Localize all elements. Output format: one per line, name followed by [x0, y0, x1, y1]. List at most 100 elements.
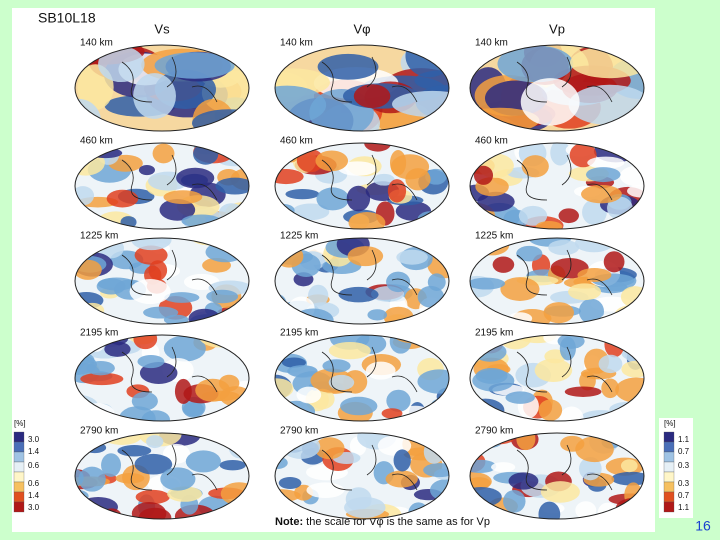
anomaly-blob [516, 245, 543, 262]
scale-label: 3.0 [28, 503, 40, 512]
depth-label: 140 km [475, 38, 508, 49]
anomaly-blob [425, 168, 447, 185]
anomaly-blob [497, 45, 574, 83]
anomaly-blob [491, 462, 516, 473]
anomaly-blob [521, 155, 549, 178]
anomaly-blob [340, 396, 378, 416]
map-outline [469, 334, 645, 422]
anomaly-blob [278, 477, 302, 489]
anomaly-blob [154, 52, 235, 79]
anomaly-blob [344, 496, 386, 519]
map-outline [74, 237, 250, 325]
anomaly-blob [285, 188, 320, 200]
scale-swatch [663, 491, 675, 503]
map-outline [74, 334, 250, 422]
anomaly-blob [97, 277, 136, 291]
map-outline [274, 44, 450, 132]
anomaly-blob [176, 167, 215, 189]
anomaly-blob [338, 161, 377, 176]
anomaly-blob [80, 372, 124, 386]
anomaly-blob [106, 189, 139, 208]
scale-label: 0.3 [678, 479, 690, 488]
anomaly-blob [306, 482, 345, 498]
anomaly-blob [598, 354, 623, 374]
anomaly-blob [338, 286, 379, 303]
anomaly-blob [538, 399, 563, 421]
anomaly-blob [548, 239, 580, 256]
anomaly-blob [101, 453, 122, 477]
anomaly-blob [134, 245, 168, 265]
anomaly-blob [470, 277, 506, 290]
anomaly-blob [134, 453, 173, 475]
anomaly-blob [164, 292, 200, 303]
anomaly-blob [473, 165, 494, 185]
anomaly-blob [534, 358, 573, 383]
map-outline [274, 237, 450, 325]
anomaly-blob [392, 90, 449, 118]
anomaly-blob [328, 341, 371, 360]
coastlines [516, 346, 613, 393]
anomaly-blob [564, 386, 602, 397]
anomaly-blob [568, 283, 602, 301]
coastlines [321, 154, 418, 201]
anomaly-blob [138, 164, 155, 176]
anomaly-blob [503, 489, 526, 513]
anomaly-blob [135, 489, 170, 505]
depth-label: 460 km [475, 136, 508, 147]
coastlines [121, 56, 218, 103]
map-outline [469, 142, 645, 230]
page-number: 16 [695, 518, 711, 534]
anomaly-blob [575, 501, 597, 519]
coastlines [516, 56, 613, 103]
anomaly-blob [393, 449, 411, 472]
depth-label: 2195 km [475, 328, 513, 339]
anomaly-blob [296, 386, 322, 404]
anomaly-blob [275, 68, 330, 97]
anomaly-blob [159, 198, 196, 221]
anomaly-blob [627, 184, 644, 198]
anomaly-blob [328, 374, 355, 391]
anomaly-blob [138, 507, 172, 519]
depth-label: 140 km [80, 38, 113, 49]
anomaly-blob [578, 298, 604, 324]
anomaly-blob [373, 173, 395, 186]
anomaly-blob [347, 246, 384, 267]
anomaly-blob [577, 268, 612, 282]
anomaly-blob [292, 203, 330, 221]
depth-label: 1225 km [80, 231, 118, 242]
anomaly-blob [417, 369, 449, 394]
map-outline [469, 44, 645, 132]
scale-swatch [13, 481, 25, 493]
scale-swatch [663, 431, 675, 443]
anomaly-blob [133, 335, 158, 350]
anomaly-blob [315, 150, 349, 172]
anomaly-blob [215, 177, 249, 195]
coastlines [121, 346, 218, 393]
anomaly-blob [472, 369, 515, 392]
scale-unit: [%] [664, 419, 676, 428]
anomaly-blob [620, 459, 638, 473]
anomaly-blob [353, 84, 391, 108]
depth-label: 2195 km [280, 328, 318, 339]
anomaly-blob [115, 473, 145, 484]
scale-swatch [663, 481, 675, 493]
anomaly-blob [492, 256, 515, 273]
scale-swatch [13, 431, 25, 443]
scale-label: 0.6 [28, 479, 40, 488]
anomaly-blob [317, 53, 379, 80]
anomaly-blob [559, 406, 584, 421]
scale-label: 0.7 [678, 491, 690, 500]
anomaly-blob [182, 401, 204, 417]
map-outline [274, 432, 450, 520]
coastlines [516, 444, 613, 491]
coastlines [321, 346, 418, 393]
anomaly-blob [129, 279, 171, 305]
anomaly-blob [603, 251, 625, 273]
scale-swatch [663, 461, 675, 473]
anomaly-blob [163, 190, 203, 205]
tomography-map [470, 238, 644, 324]
anomaly-blob [518, 205, 548, 226]
map-outline [74, 432, 250, 520]
anomaly-blob [500, 277, 540, 301]
scale-unit: [%] [14, 419, 26, 428]
